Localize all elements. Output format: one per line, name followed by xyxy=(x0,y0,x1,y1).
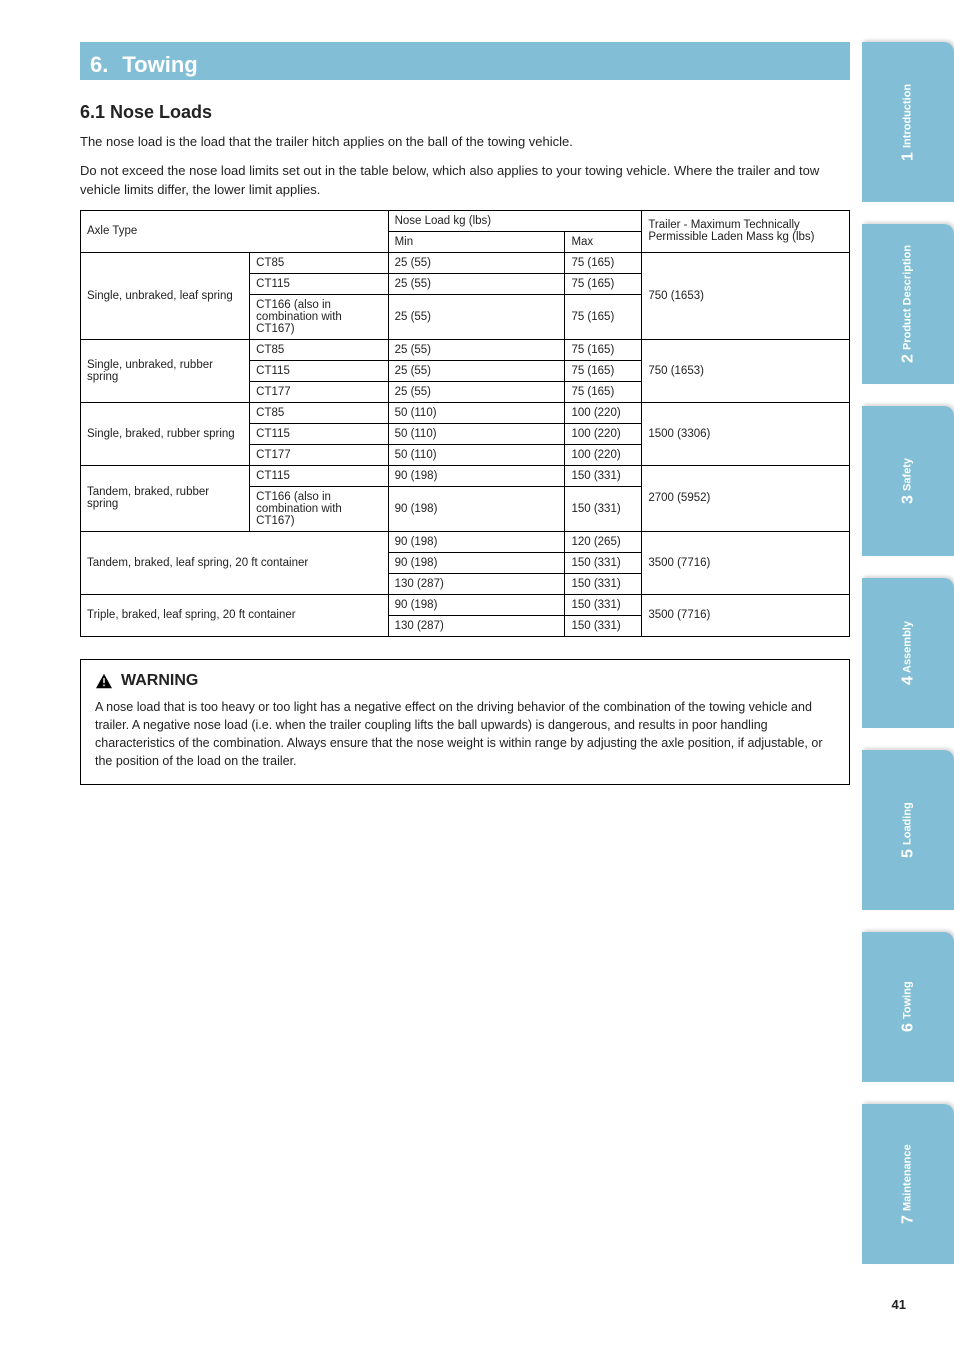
subsection-heading: 6.1 Nose Loads xyxy=(80,102,850,123)
td: 150 (331) xyxy=(565,615,642,636)
td: 100 (220) xyxy=(565,423,642,444)
td: 50 (110) xyxy=(388,444,565,465)
td: 100 (220) xyxy=(565,444,642,465)
warning-box: WARNING A nose load that is too heavy or… xyxy=(80,659,850,786)
td: 150 (331) xyxy=(565,573,642,594)
section-number: 6. xyxy=(90,52,108,78)
td-axle: Single, unbraked, leaf spring xyxy=(81,252,250,339)
th-min: Min xyxy=(388,231,565,252)
td: 75 (165) xyxy=(565,273,642,294)
td: 75 (165) xyxy=(565,339,642,360)
td: CT115 xyxy=(250,465,388,486)
th-axle-type: Axle Type xyxy=(81,210,389,252)
td: 120 (265) xyxy=(565,531,642,552)
td: CT177 xyxy=(250,444,388,465)
th-max: Max xyxy=(565,231,642,252)
tab-2[interactable]: 2 Product Description xyxy=(862,224,954,384)
td: 25 (55) xyxy=(388,381,565,402)
td: 75 (165) xyxy=(565,294,642,339)
td: CT85 xyxy=(250,402,388,423)
td: 75 (165) xyxy=(565,360,642,381)
td: 90 (198) xyxy=(388,465,565,486)
td: 1500 (3306) xyxy=(642,402,850,465)
td: 25 (55) xyxy=(388,273,565,294)
warning-triangle-icon xyxy=(95,673,113,689)
td: 75 (165) xyxy=(565,381,642,402)
tab-3[interactable]: 3 Safety xyxy=(862,406,954,556)
tab-num: 3 xyxy=(898,495,917,504)
tab-label: Product Description xyxy=(901,245,914,350)
tab-num: 6 xyxy=(898,1023,917,1032)
td: 25 (55) xyxy=(388,252,565,273)
td-axle: Tandem, braked, rubber spring xyxy=(81,465,250,531)
td: 25 (55) xyxy=(388,339,565,360)
tab-label: Loading xyxy=(901,802,914,845)
td: CT177 xyxy=(250,381,388,402)
th-nose-load: Nose Load kg (lbs) xyxy=(388,210,642,231)
td-axle: Single, braked, rubber spring xyxy=(81,402,250,465)
td: CT115 xyxy=(250,423,388,444)
td-axle: Tandem, braked, leaf spring, 20 ft conta… xyxy=(81,531,389,594)
tab-num: 4 xyxy=(898,677,917,686)
tab-label: Towing xyxy=(901,982,914,1020)
td: 150 (331) xyxy=(565,552,642,573)
td: 75 (165) xyxy=(565,252,642,273)
nose-load-table: Axle Type Nose Load kg (lbs) Trailer - M… xyxy=(80,210,850,637)
td: 100 (220) xyxy=(565,402,642,423)
td: 90 (198) xyxy=(388,486,565,531)
td: 150 (331) xyxy=(565,594,642,615)
td: 150 (331) xyxy=(565,465,642,486)
td: 50 (110) xyxy=(388,402,565,423)
td: CT115 xyxy=(250,273,388,294)
td: 2700 (5952) xyxy=(642,465,850,531)
td: CT166 (also in combination with CT167) xyxy=(250,486,388,531)
tab-7[interactable]: 7 Maintenance xyxy=(862,1104,954,1264)
td: 90 (198) xyxy=(388,531,565,552)
td-axle: Triple, braked, leaf spring, 20 ft conta… xyxy=(81,594,389,636)
side-tabs: 1 Introduction 2 Product Description 3 S… xyxy=(862,42,954,1264)
tab-label: Introduction xyxy=(901,83,914,147)
th-mass: Trailer - Maximum Technically Permissibl… xyxy=(642,210,850,252)
td: CT166 (also in combination with CT167) xyxy=(250,294,388,339)
warning-label: WARNING xyxy=(121,672,198,690)
page-number: 41 xyxy=(892,1297,906,1312)
tab-6[interactable]: 6 Towing xyxy=(862,932,954,1082)
td: 25 (55) xyxy=(388,360,565,381)
td: 25 (55) xyxy=(388,294,565,339)
td-axle: Single, unbraked, rubber spring xyxy=(81,339,250,402)
tab-num: 1 xyxy=(898,152,917,161)
td: 150 (331) xyxy=(565,486,642,531)
td: 130 (287) xyxy=(388,615,565,636)
section-title-bar: 6. Towing xyxy=(80,42,850,80)
tab-num: 2 xyxy=(898,354,917,363)
td: 50 (110) xyxy=(388,423,565,444)
td: 130 (287) xyxy=(388,573,565,594)
section-title: Towing xyxy=(122,52,197,78)
td: 750 (1653) xyxy=(642,252,850,339)
td: 90 (198) xyxy=(388,552,565,573)
tab-label: Safety xyxy=(901,458,914,491)
paragraph: The nose load is the load that the trail… xyxy=(80,133,850,152)
tab-label: Maintenance xyxy=(901,1144,914,1211)
tab-label: Assembly xyxy=(901,621,914,673)
tab-num: 5 xyxy=(898,849,917,858)
td: 3500 (7716) xyxy=(642,531,850,594)
td: CT85 xyxy=(250,252,388,273)
paragraph: Do not exceed the nose load limits set o… xyxy=(80,162,850,200)
tab-4[interactable]: 4 Assembly xyxy=(862,578,954,728)
td: CT85 xyxy=(250,339,388,360)
tab-5[interactable]: 5 Loading xyxy=(862,750,954,910)
warning-body: A nose load that is too heavy or too lig… xyxy=(95,698,835,771)
td: 750 (1653) xyxy=(642,339,850,402)
td: 3500 (7716) xyxy=(642,594,850,636)
tab-num: 7 xyxy=(898,1215,917,1224)
td: 90 (198) xyxy=(388,594,565,615)
tab-1[interactable]: 1 Introduction xyxy=(862,42,954,202)
td: CT115 xyxy=(250,360,388,381)
